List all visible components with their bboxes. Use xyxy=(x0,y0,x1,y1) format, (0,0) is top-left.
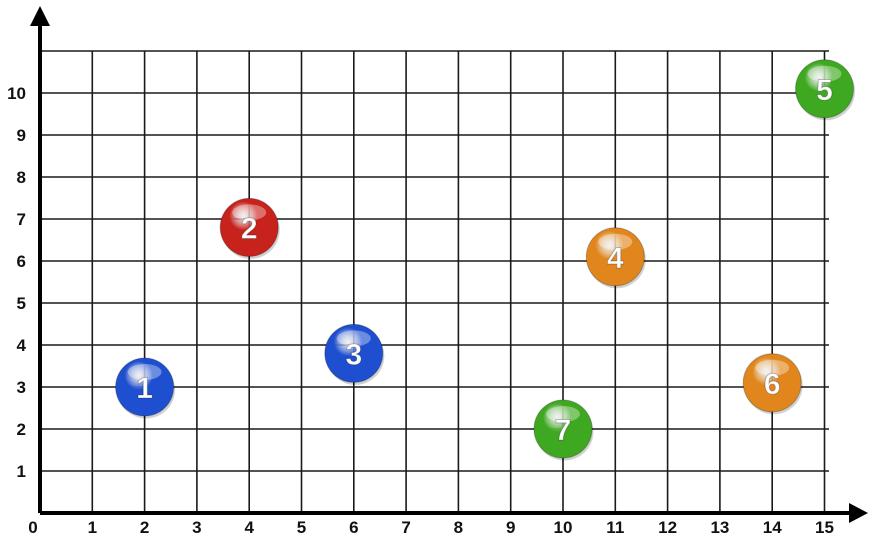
point-label: 5 xyxy=(816,74,833,107)
data-point-7: 7 xyxy=(533,399,594,461)
x-tick-label: 11 xyxy=(606,518,624,537)
data-point-3: 3 xyxy=(324,323,385,385)
point-highlight xyxy=(546,406,580,422)
grid xyxy=(40,50,829,513)
point-label: 3 xyxy=(345,338,362,371)
x-tick-label: 0 xyxy=(28,518,37,537)
y-axis-arrow-icon xyxy=(30,6,50,26)
point-marker xyxy=(324,323,384,383)
x-tick-label: 8 xyxy=(454,518,463,537)
data-point-2: 2 xyxy=(219,197,280,259)
y-tick-label: 3 xyxy=(17,378,26,397)
point-label: 1 xyxy=(136,372,153,405)
y-tick-label: 6 xyxy=(17,252,26,271)
y-tick-label: 4 xyxy=(17,336,27,355)
x-tick-label: 12 xyxy=(658,518,677,537)
axes xyxy=(30,6,868,523)
y-tick-label: 9 xyxy=(17,126,26,145)
data-point-4: 4 xyxy=(585,227,646,289)
point-marker xyxy=(533,399,593,459)
point-highlight xyxy=(598,233,633,250)
y-tick-label: 2 xyxy=(17,420,26,439)
point-marker xyxy=(219,197,279,257)
x-tick-label: 14 xyxy=(763,518,782,537)
x-tick-label: 10 xyxy=(554,518,573,537)
x-tick-label: 1 xyxy=(88,518,97,537)
y-tick-label: 5 xyxy=(17,294,26,313)
x-axis-arrow-icon xyxy=(849,503,868,523)
x-tick-label: 5 xyxy=(297,518,306,537)
point-marker xyxy=(742,353,802,413)
point-marker xyxy=(585,227,645,287)
y-tick-label: 7 xyxy=(17,210,26,229)
x-tick-label: 2 xyxy=(140,518,149,537)
data-point-1: 1 xyxy=(115,357,176,419)
x-tick-label: 6 xyxy=(349,518,358,537)
x-tick-label: 13 xyxy=(710,518,729,537)
data-point-5: 5 xyxy=(795,59,855,121)
x-tick-label: 4 xyxy=(244,518,254,537)
point-highlight xyxy=(127,364,162,380)
y-tick-label: 8 xyxy=(17,168,26,187)
x-tick-label: 3 xyxy=(192,518,201,537)
point-label: 4 xyxy=(607,242,624,275)
point-label: 2 xyxy=(241,212,258,245)
point-highlight xyxy=(232,204,267,221)
point-label: 7 xyxy=(555,414,572,447)
x-tick-label: 15 xyxy=(815,518,834,537)
x-tick-label: 9 xyxy=(506,518,515,537)
y-tick-label: 10 xyxy=(7,84,26,103)
x-tick-label: 7 xyxy=(401,518,410,537)
point-highlight xyxy=(807,65,842,82)
point-highlight xyxy=(755,359,790,376)
point-marker xyxy=(115,357,175,417)
point-marker xyxy=(795,59,854,119)
point-highlight xyxy=(336,330,371,347)
y-tick-label: 1 xyxy=(17,462,26,481)
data-point-6: 6 xyxy=(742,353,803,415)
data-points: 1 2 3 4 5 6 7 xyxy=(115,59,855,461)
point-label: 6 xyxy=(764,368,781,401)
